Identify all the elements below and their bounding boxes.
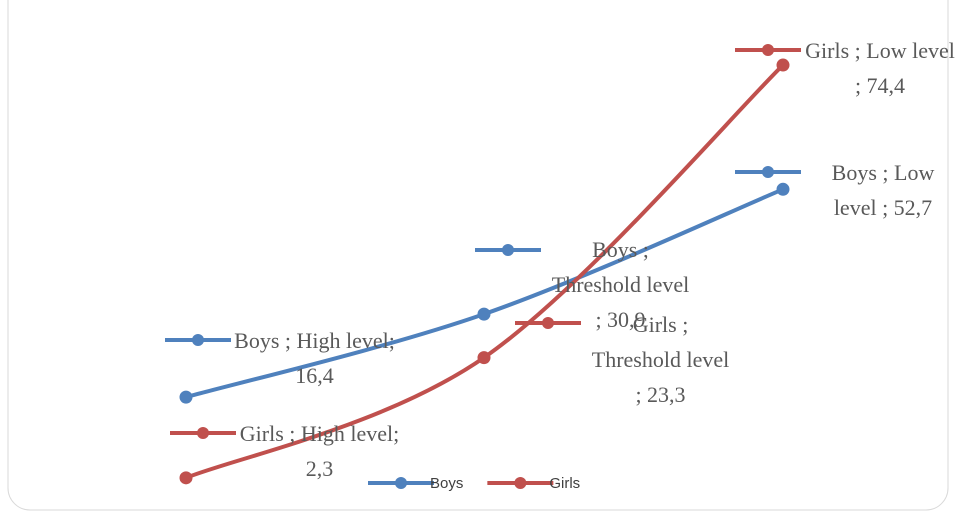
label-key-dot — [192, 334, 204, 346]
label-key-dot — [762, 44, 774, 56]
label-key-dot — [502, 244, 514, 256]
data-label: Boys ; Low level ; 52,7 — [831, 160, 935, 220]
label-key-dot — [762, 166, 774, 178]
label-key-dot — [542, 317, 554, 329]
point — [477, 307, 491, 321]
point — [477, 351, 491, 365]
legend-label: Boys — [430, 475, 463, 492]
point — [776, 58, 790, 72]
point — [179, 390, 193, 404]
legend-label: Girls — [549, 475, 580, 492]
data-label: Girls ; High level; 2,3 — [239, 421, 400, 481]
point — [179, 471, 193, 485]
data-label: Boys ; High level; 16,4 — [234, 328, 395, 388]
data-label: Boys ; Threshold level ; 30,9 — [551, 237, 690, 332]
legend-key-dot — [395, 477, 407, 489]
data-label: Girls ; Low level ; 74,4 — [805, 38, 955, 98]
legend-key-dot — [514, 477, 527, 489]
label-key-dot — [197, 427, 209, 439]
point — [776, 182, 790, 196]
data-label: Girls ; Threshold level ; 23,3 — [591, 312, 730, 407]
